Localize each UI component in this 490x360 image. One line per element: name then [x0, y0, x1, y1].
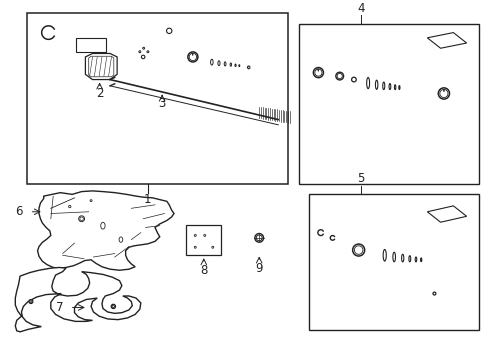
Circle shape [142, 55, 145, 59]
Bar [76, 38, 106, 52]
Circle shape [188, 52, 198, 62]
Circle shape [256, 235, 262, 241]
Ellipse shape [383, 249, 386, 261]
Text: 4: 4 [357, 2, 365, 15]
Circle shape [195, 234, 196, 237]
Polygon shape [38, 191, 174, 270]
Circle shape [255, 234, 264, 242]
Circle shape [315, 69, 322, 76]
Text: 5: 5 [357, 172, 365, 185]
Circle shape [352, 77, 356, 82]
Circle shape [354, 246, 363, 254]
Circle shape [111, 304, 116, 309]
Circle shape [29, 300, 33, 303]
Ellipse shape [393, 252, 395, 262]
Circle shape [204, 234, 206, 237]
Ellipse shape [383, 82, 385, 90]
Ellipse shape [239, 65, 240, 67]
Ellipse shape [409, 256, 411, 262]
Circle shape [139, 51, 141, 53]
Polygon shape [15, 267, 141, 332]
Ellipse shape [218, 61, 220, 66]
Circle shape [353, 244, 365, 256]
Circle shape [80, 217, 83, 220]
Ellipse shape [235, 64, 236, 67]
Ellipse shape [415, 257, 416, 262]
Circle shape [112, 305, 115, 307]
Text: 3: 3 [158, 98, 166, 111]
Text: 2: 2 [96, 87, 103, 100]
Circle shape [195, 246, 196, 248]
Text: 1: 1 [144, 193, 152, 206]
Circle shape [438, 88, 449, 99]
Circle shape [337, 73, 343, 79]
Polygon shape [89, 56, 114, 77]
Text: 6: 6 [15, 205, 23, 218]
Circle shape [90, 200, 92, 202]
Ellipse shape [375, 80, 378, 89]
Ellipse shape [367, 77, 369, 89]
Ellipse shape [402, 254, 404, 262]
Ellipse shape [394, 85, 396, 90]
Circle shape [189, 53, 196, 60]
Text: 9: 9 [255, 262, 263, 275]
Ellipse shape [399, 86, 400, 90]
Circle shape [30, 301, 32, 302]
Circle shape [314, 68, 323, 78]
Text: 8: 8 [200, 264, 207, 277]
Circle shape [79, 216, 84, 222]
Text: 7: 7 [55, 301, 63, 314]
Ellipse shape [101, 222, 105, 229]
Polygon shape [427, 206, 466, 222]
Ellipse shape [224, 62, 226, 66]
Ellipse shape [119, 237, 123, 242]
Circle shape [440, 89, 448, 98]
Polygon shape [85, 54, 117, 80]
Bar [27, 13, 288, 184]
Bar [299, 24, 479, 184]
Ellipse shape [420, 258, 422, 262]
Circle shape [147, 51, 149, 53]
Bar [186, 225, 221, 255]
Ellipse shape [389, 84, 391, 90]
Bar [309, 194, 479, 330]
Ellipse shape [230, 63, 231, 66]
Circle shape [336, 72, 343, 80]
Circle shape [212, 246, 214, 248]
Circle shape [69, 206, 71, 208]
Polygon shape [427, 33, 466, 48]
Ellipse shape [211, 59, 213, 65]
Circle shape [143, 47, 145, 49]
